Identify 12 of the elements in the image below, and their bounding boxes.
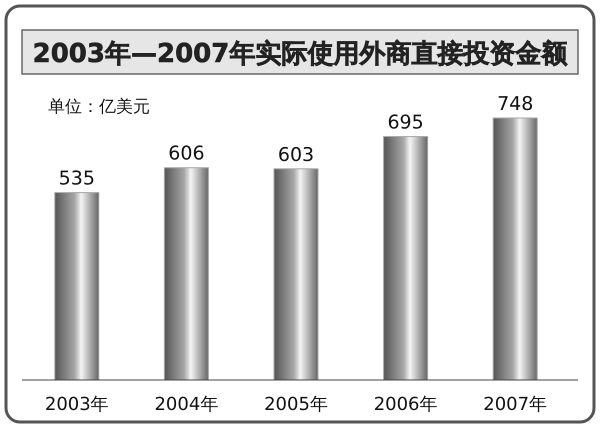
data-label: 603 [278, 144, 314, 166]
x-tick-label: 2007年 [483, 394, 548, 415]
data-label: 535 [58, 168, 95, 190]
data-label: 606 [168, 142, 205, 165]
text: 单位：亿美元 [48, 97, 150, 117]
chart-title: 2003年—2007年实际使用外商直接投资金额 [32, 39, 568, 69]
x-tick-label: 2004年 [154, 394, 218, 415]
data-label: 748 [497, 93, 534, 115]
x-tick-label: 2006年 [374, 394, 438, 415]
x-tick-label: 2003年 [44, 394, 109, 415]
data-label: 695 [387, 112, 424, 134]
x-tick-label: 2005年 [264, 394, 328, 415]
